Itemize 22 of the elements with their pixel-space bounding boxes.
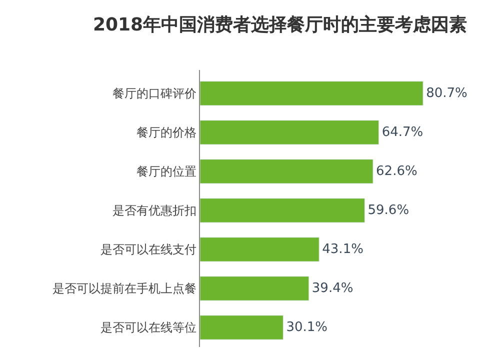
y-tick-label: 是否可以在线支付 [100,242,197,257]
y-tick-label: 是否可以提前在手机上点餐 [52,282,197,296]
data-label: 43.1% [322,242,364,257]
bar [200,315,284,340]
y-tick-label: 餐厅的价格 [136,126,197,140]
data-label: 30.1% [286,320,328,335]
data-label: 62.6% [376,164,418,179]
y-tick-label: 餐厅的口碑评价 [112,86,197,101]
bar [200,120,380,145]
bar [200,159,374,184]
chart-title: 2018年中国消费者选择餐厅时的主要考虑因素 [92,14,468,36]
bar [200,237,320,262]
y-tick-label: 是否有优惠折扣 [112,204,197,218]
data-label: 39.4% [312,280,354,296]
bar [200,276,310,301]
bar [200,81,424,106]
data-label: 59.6% [368,202,410,218]
data-label: 80.7% [426,86,468,101]
y-tick-label: 是否可以在线等位 [100,320,197,335]
bar [200,198,365,223]
y-tick-label: 餐厅的位置 [136,164,197,179]
data-label: 64.7% [382,124,424,140]
